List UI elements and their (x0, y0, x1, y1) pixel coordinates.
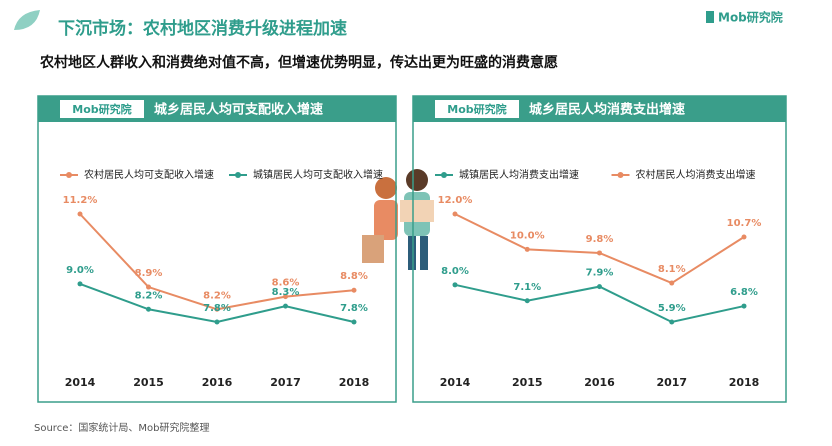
legend-label: 城镇居民人均消费支出增速 (459, 168, 579, 181)
legend-dot (441, 172, 447, 178)
point (146, 306, 151, 312)
slide-title: 下沉市场：农村地区消费升级进程加速 (58, 18, 347, 39)
legend-label: 农村居民人均消费支出增速 (636, 168, 756, 181)
badge-text: Mob研究院 (72, 102, 131, 116)
source: Source：国家统计局、Mob研究院整理 (34, 421, 209, 434)
chart-title: 城乡居民人均可支配收入增速 (154, 102, 323, 118)
point (597, 250, 602, 256)
point (146, 284, 151, 290)
point (351, 287, 357, 293)
data-label: 8.3% (272, 287, 300, 298)
data-label: 5.9% (658, 303, 686, 314)
legend-label: 农村居民人均可支配收入增速 (84, 168, 214, 181)
data-label: 11.2% (63, 195, 98, 206)
point (283, 294, 288, 300)
legend-dot (66, 172, 72, 178)
illustration (362, 169, 434, 270)
data-label: 8.1% (658, 264, 686, 275)
data-label: 7.8% (340, 303, 368, 314)
data-label: 8.8% (340, 271, 368, 282)
point (741, 303, 747, 309)
x-tick-label: 2018 (729, 376, 760, 389)
logo-icon (706, 11, 714, 23)
data-label: 8.6% (272, 278, 300, 289)
x-tick-label: 2016 (202, 376, 233, 389)
x-tick-label: 2015 (133, 376, 164, 389)
data-label: 8.2% (203, 290, 231, 301)
point (214, 319, 220, 325)
point (669, 280, 675, 286)
point (597, 284, 602, 290)
data-label: 10.0% (510, 230, 545, 241)
x-tick-label: 2015 (512, 376, 543, 389)
data-label: 9.0% (66, 265, 94, 276)
point (741, 234, 747, 240)
data-label: 8.2% (135, 290, 163, 301)
data-label: 10.7% (727, 218, 762, 229)
x-tick-label: 2017 (656, 376, 687, 389)
x-tick-label: 2017 (270, 376, 301, 389)
data-label: 9.8% (586, 234, 614, 245)
point (351, 319, 357, 325)
data-label: 7.9% (586, 268, 614, 279)
x-tick-label: 2016 (584, 376, 615, 389)
badge-text: Mob研究院 (447, 102, 506, 116)
point (524, 298, 530, 304)
data-label: 7.1% (513, 282, 541, 293)
point (524, 246, 530, 252)
point (669, 319, 675, 325)
data-label: 7.8% (203, 303, 231, 314)
point (214, 306, 220, 312)
badge (60, 100, 144, 118)
point (452, 282, 458, 288)
badge (435, 100, 519, 118)
legend-label: 城镇居民人均可支配收入增速 (253, 168, 383, 181)
point (77, 211, 83, 217)
logo: Mob研究院 (718, 10, 783, 25)
data-label: 6.8% (730, 287, 758, 298)
point (283, 303, 288, 309)
x-tick-label: 2014 (65, 376, 96, 389)
subtitle: 农村地区人群收入和消费绝对值不高，但增速优势明显，传达出更为旺盛的消费意愿 (39, 54, 558, 71)
data-label: 8.0% (441, 266, 469, 277)
chart-title: 城乡居民人均消费支出增速 (529, 102, 685, 118)
x-tick-label: 2014 (440, 376, 471, 389)
x-tick-label: 2018 (339, 376, 370, 389)
data-label: 12.0% (438, 195, 473, 206)
legend-dot (617, 172, 624, 178)
leaf-icon (14, 10, 40, 30)
data-label: 8.9% (135, 268, 163, 279)
point (77, 281, 83, 287)
point (452, 211, 458, 217)
legend-dot (235, 172, 241, 178)
